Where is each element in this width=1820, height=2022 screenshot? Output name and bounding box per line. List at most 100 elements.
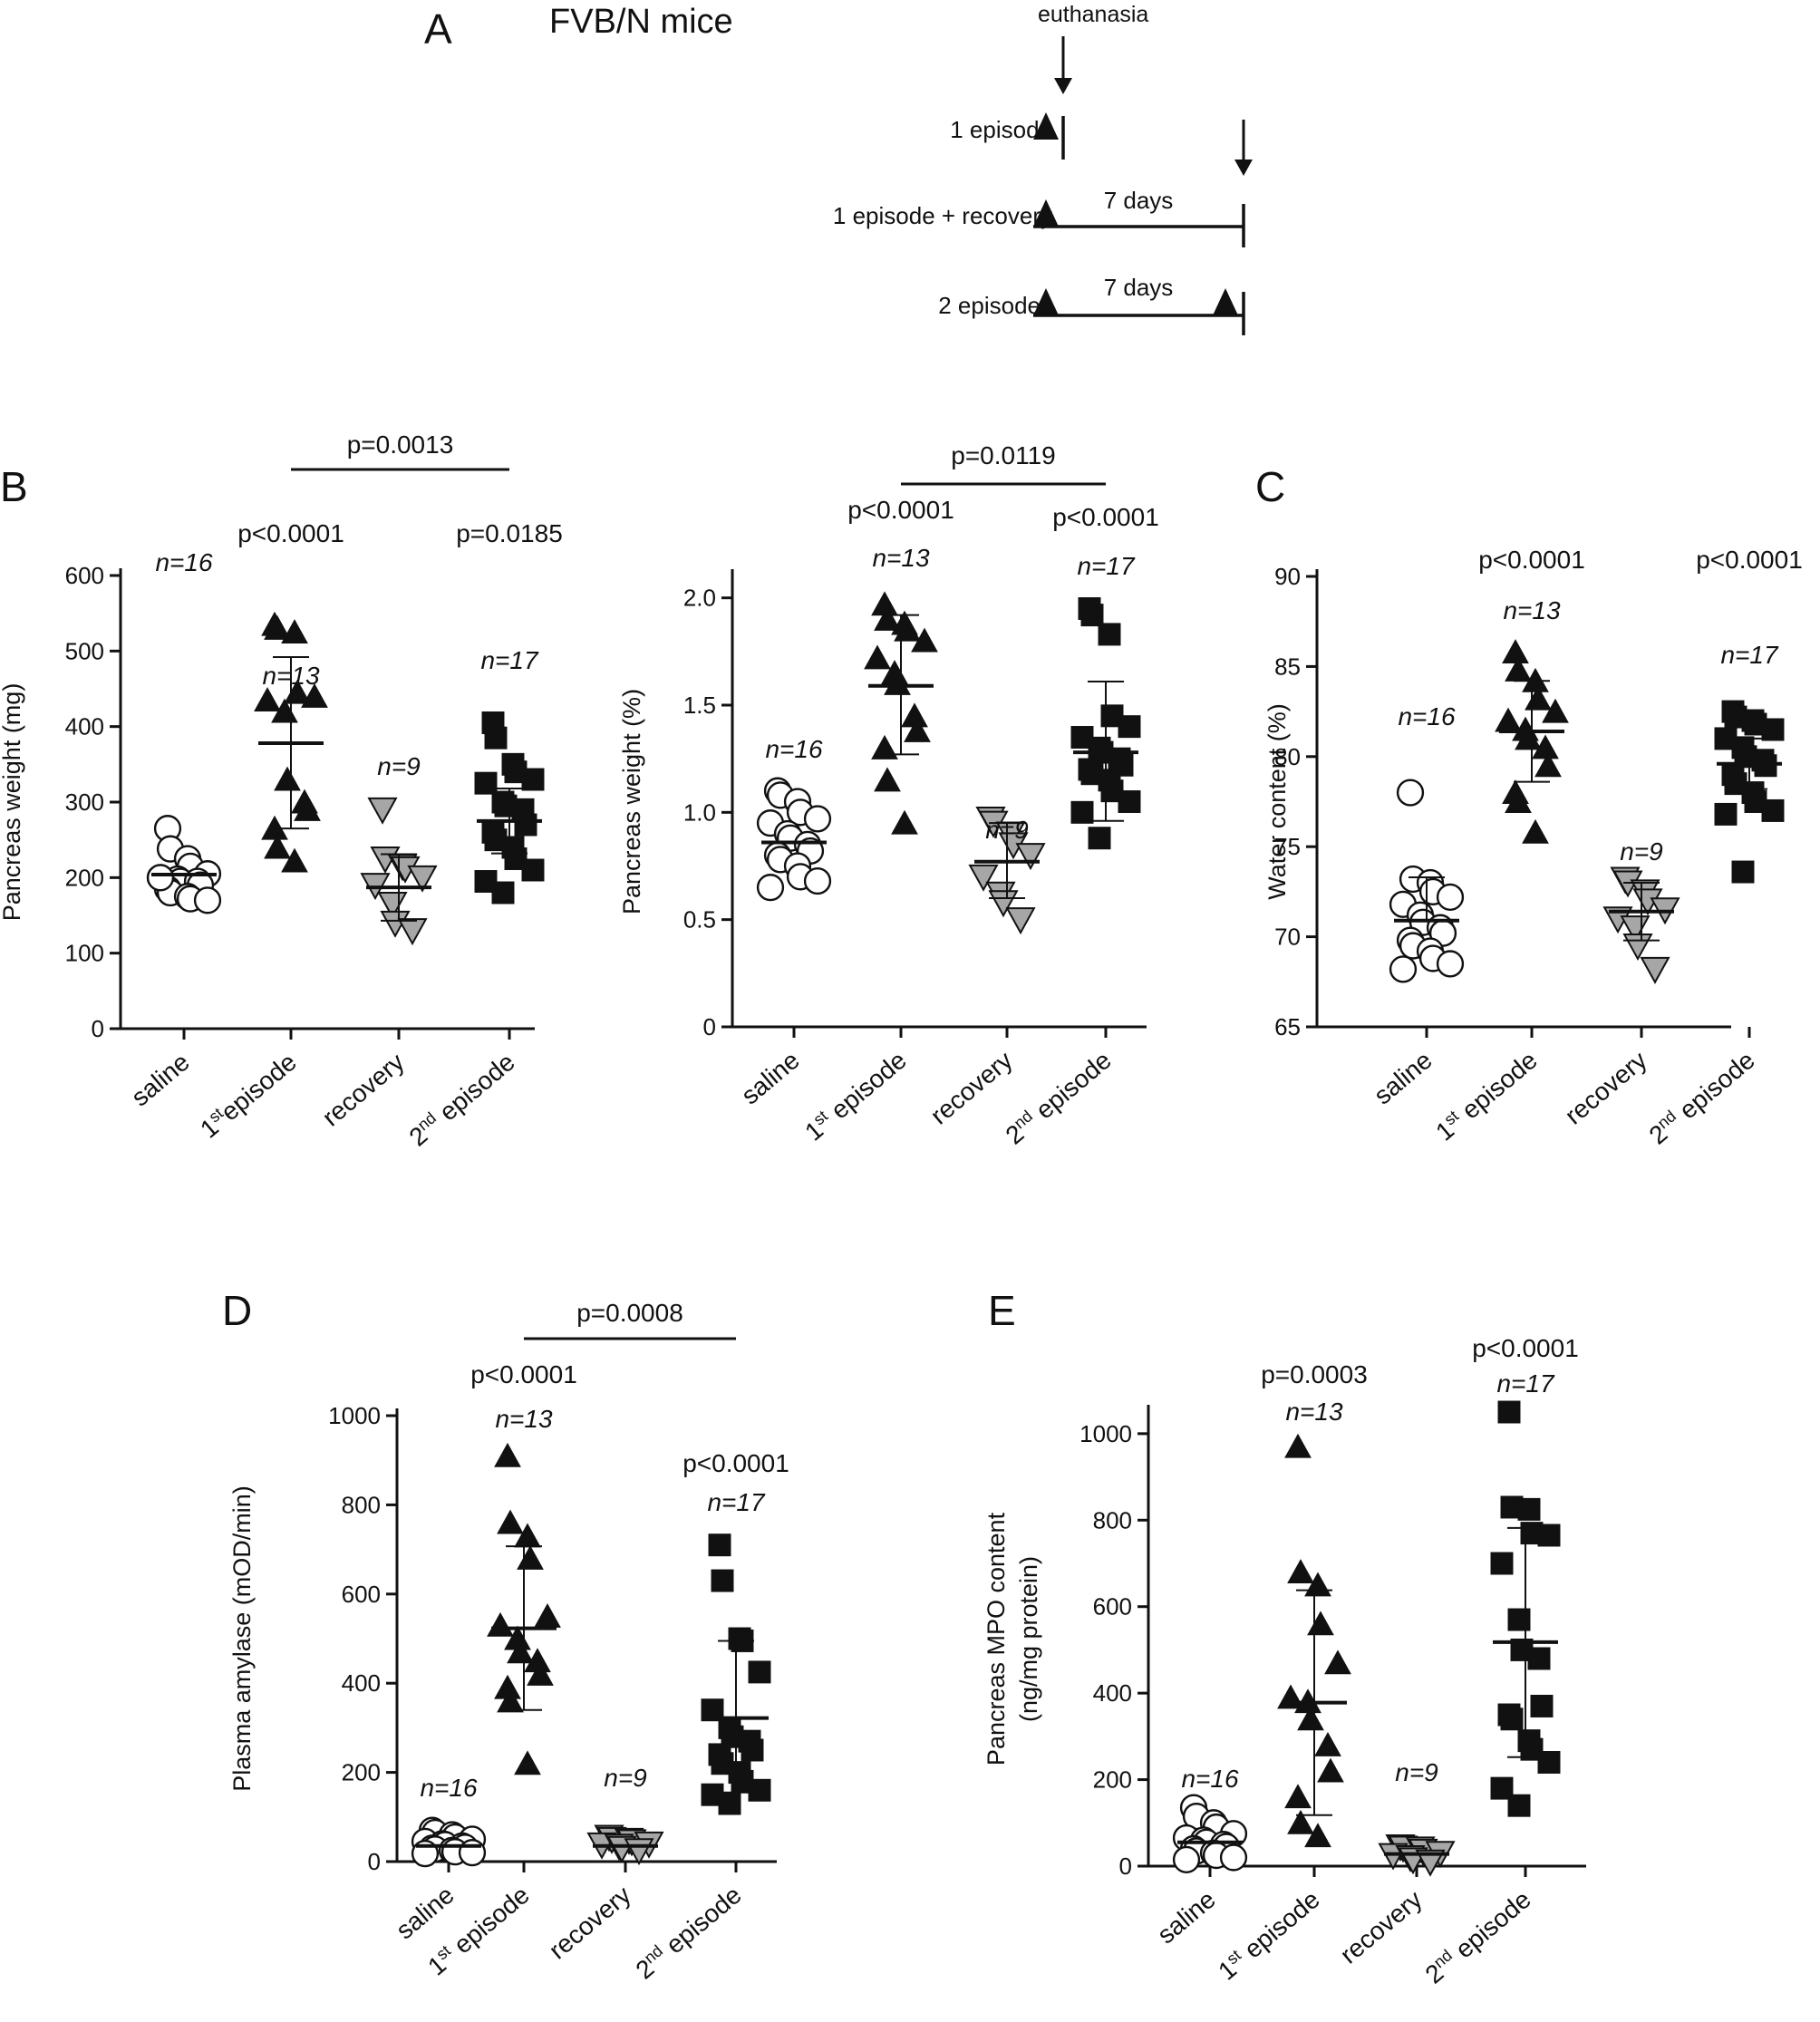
data-point-circle [1436,883,1465,911]
x-category-label: saline [736,1046,805,1110]
y-tick-label: 200 [342,1759,381,1786]
y-tick-label: 800 [1093,1506,1132,1533]
data-point-triangle [1284,1433,1312,1458]
group-3-points [474,711,545,905]
data-point-triangle [1324,1650,1351,1675]
data-point-triangle-down [367,797,398,825]
data-point-square [1731,860,1755,884]
y-axis-label: Pancreas weight (mg) [0,683,25,922]
data-point-triangle [871,734,898,759]
data-point-circle [1219,1843,1248,1872]
data-point-circle [458,1839,487,1867]
panel-letter: C [1255,463,1285,510]
group-0-points [146,815,222,914]
data-point-triangle [864,644,891,670]
panel-a-title: FVB/N mice [549,3,733,41]
group-p-value: p<0.0001 [470,1360,577,1388]
y-tick-label: 300 [65,788,104,816]
data-point-square [1517,1497,1541,1521]
data-point-square [1530,1694,1554,1717]
data-point-circle [1172,1845,1201,1873]
data-point-triangle [1532,734,1559,759]
data-point-triangle [514,1750,541,1775]
group-3-points [1070,597,1141,850]
group-p-value: p=0.0003 [1261,1360,1368,1388]
data-point-triangle [254,687,281,711]
y-tick-label: 1000 [1079,1420,1132,1447]
data-point-triangle [891,809,918,835]
y-axis-label: Pancreas MPO content [983,1512,1010,1766]
group-3-points [1490,1400,1561,1817]
group-3-points [1714,700,1785,884]
data-point-square [491,881,515,905]
data-point-square [1490,1552,1514,1575]
group-n-label: n=13 [1285,1398,1342,1426]
data-point-triangle [1495,707,1522,732]
data-point-triangle [1287,1559,1314,1584]
data-point-triangle-down [1005,907,1036,935]
data-point-triangle-down [1622,934,1653,962]
timeline-row-3-interval: 7 days [1104,274,1174,301]
data-point-circle [146,864,175,892]
x-category-label: 1st episode [799,1045,912,1146]
data-point-square [1088,827,1111,850]
group-n-label: n=9 [604,1764,647,1792]
group-n-label: n=9 [985,816,1029,844]
group-1-points [864,591,938,835]
injection-triangle-icon [1033,288,1059,315]
y-tick-label: 1.0 [683,798,716,826]
group-n-label: n=16 [765,735,822,763]
data-point-triangle [1304,1823,1331,1848]
group-n-label: n=16 [155,548,212,576]
y-tick-label: 0 [1119,1853,1132,1880]
data-point-triangle [874,767,901,792]
timeline-row-2-label: 1 episode + recovery [833,202,1052,229]
group-n-label: n=17 [1496,1369,1554,1398]
panel-d-plasma-amylase: 0 200 400 600 800 1000 Plasma amylase (mOD/min… [222,1287,789,1985]
y-tick-label: 400 [65,713,104,740]
group-n-label: n=13 [262,662,319,690]
x-category-label: saline [1152,1885,1221,1949]
data-point-triangle [274,766,301,791]
data-point-triangle [911,627,938,653]
x-category-label: recovery [317,1048,410,1132]
data-point-triangle [1314,1732,1341,1756]
y-tick-label: 80 [1274,743,1301,770]
data-point-square [1537,1751,1561,1774]
data-point-square [1098,623,1121,646]
x-category-label: recovery [925,1046,1018,1130]
y-axis-label: Plasma amylase (mOD/min) [228,1485,256,1792]
data-point-triangle [507,1639,534,1664]
y-axis-label: Pancreas weight (%) [618,689,645,914]
data-point-circle [1389,955,1418,983]
data-point-circle [803,866,832,895]
data-point-triangle [874,605,901,631]
panel-letter: D [222,1287,252,1334]
group-1-points [254,611,328,873]
data-point-square [1070,800,1094,824]
group-n-label: n=16 [420,1774,477,1802]
y-tick-label: 1000 [328,1402,381,1429]
y-tick-label: 75 [1274,833,1301,860]
y-tick-label: 800 [342,1491,381,1518]
group-p-value: p<0.0001 [1472,1334,1579,1362]
y-tick-label: 0 [703,1013,716,1040]
data-point-circle [193,886,222,914]
group-p-value: p<0.0001 [682,1449,789,1477]
x-category-label: 2nd episode [1419,1884,1536,1988]
data-point-triangle [527,1660,554,1686]
x-category-label: 1st episode [1213,1884,1325,1986]
group-n-label: n=16 [1181,1765,1238,1793]
data-point-circle [1396,779,1425,807]
data-point-triangle-down [988,890,1019,918]
data-point-square [1118,790,1141,813]
group-n-label: n=13 [495,1405,552,1433]
injection-triangle-icon [1033,112,1059,140]
data-point-triangle [494,1674,521,1699]
x-category-label: saline [1369,1046,1438,1110]
y-tick-label: 600 [65,562,104,589]
group-p-value: p<0.0001 [237,519,344,547]
group-n-label: n=17 [1720,641,1778,669]
group-0-points [1172,1794,1248,1873]
euthanasia-arrow-1 [1054,36,1072,94]
